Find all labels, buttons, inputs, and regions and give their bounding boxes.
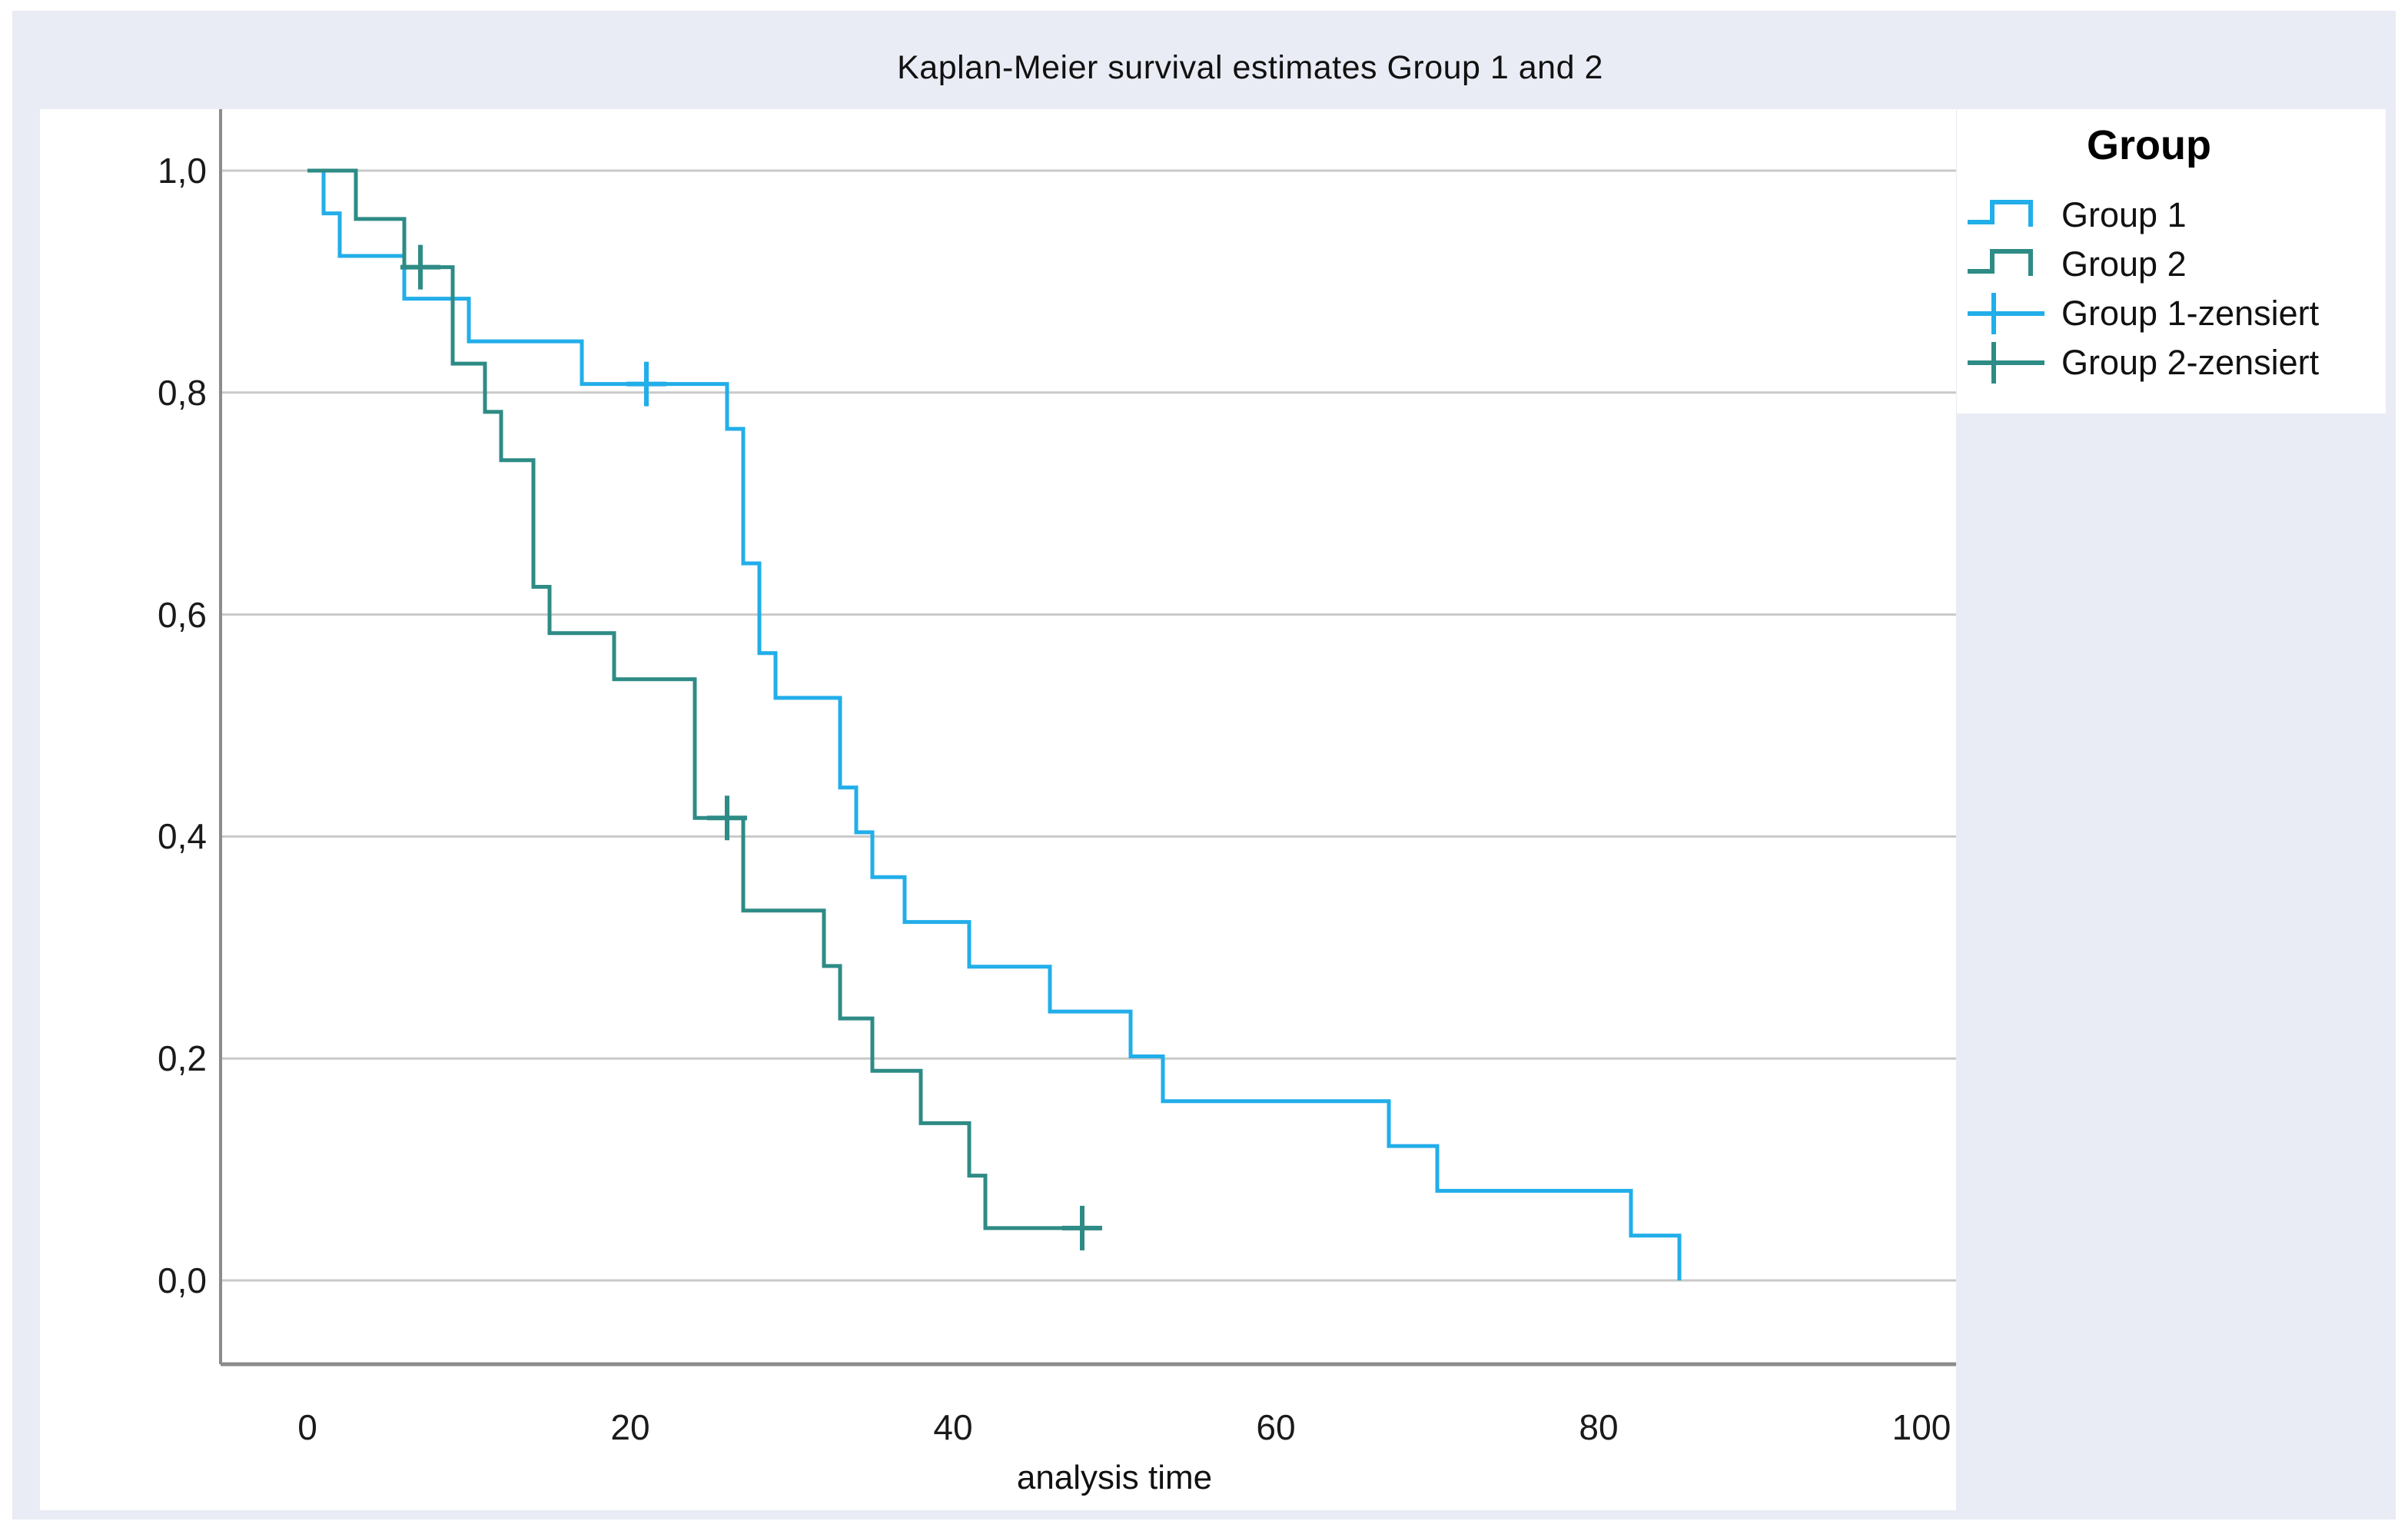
chart-title: Kaplan-Meier survival estimates Group 1 …	[897, 49, 1603, 86]
legend-item-label: Group 2	[2061, 244, 2187, 284]
plot-panel	[40, 109, 1956, 1510]
group1-step-line-icon	[1968, 200, 2033, 227]
legend-item-label: Group 1-zensiert	[2061, 294, 2320, 333]
legend-item-group1: Group 1	[1965, 191, 2386, 240]
legend-symbol-path	[1968, 293, 2044, 334]
y-axis-tick-label: 0,4	[158, 816, 207, 857]
group1-censored-plus-icon	[1968, 293, 2044, 334]
x-axis-tick-label: 80	[1579, 1407, 1619, 1447]
legend-item-group1-censored: Group 1-zensiert	[1965, 289, 2386, 338]
y-axis-tick-label: 1,0	[158, 151, 207, 191]
x-axis-tick-label: 20	[610, 1407, 650, 1447]
legend: Group Group 1 Group 2 Group 1-zensiert G…	[1965, 121, 2386, 387]
x-axis-tick-label: 40	[933, 1407, 973, 1447]
legend-symbol-path	[1968, 342, 2044, 384]
group2-censored-plus-icon	[1968, 342, 2044, 384]
legend-symbol-path	[1968, 200, 2033, 227]
x-axis-tick-label: 0	[297, 1407, 317, 1447]
legend-symbol-path	[1968, 249, 2033, 276]
y-axis-tick-label: 0,8	[158, 372, 207, 413]
legend-item-group2: Group 2	[1965, 240, 2386, 289]
survival-curve-group-2	[307, 168, 1082, 1230]
legend-item-label: Group 1	[2061, 195, 2187, 234]
y-axis-tick-label: 0,6	[158, 594, 207, 635]
survival-curve-group-1	[307, 168, 1682, 1280]
x-axis-title: analysis time	[1016, 1459, 1213, 1496]
legend-item-group2-censored: Group 2-zensiert	[1965, 338, 2386, 387]
x-axis-tick-label: 100	[1892, 1407, 1951, 1447]
y-axis-tick-label: 0,2	[158, 1038, 207, 1079]
group2-step-line-icon	[1968, 249, 2033, 276]
x-axis-tick-label: 60	[1256, 1407, 1296, 1447]
legend-title: Group	[2087, 122, 2211, 168]
y-axis-tick-label: 0,0	[158, 1260, 207, 1300]
legend-item-label: Group 2-zensiert	[2061, 343, 2320, 382]
